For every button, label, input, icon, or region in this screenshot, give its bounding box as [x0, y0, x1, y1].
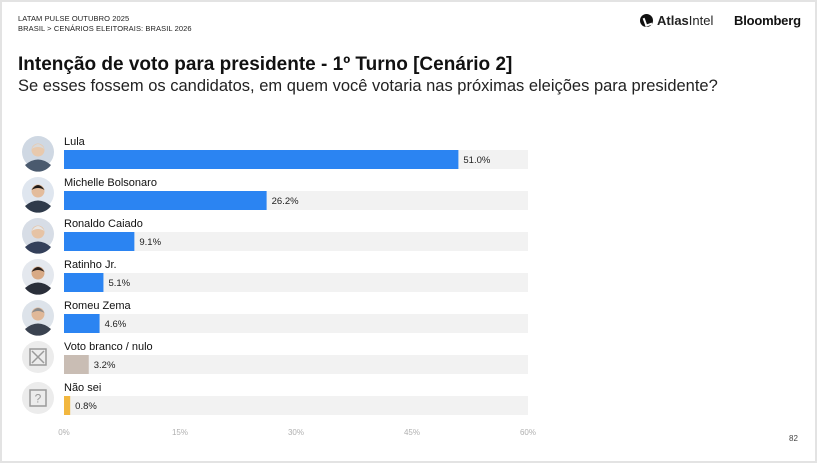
avatar-hair — [31, 185, 45, 190]
atlasintel-check-icon — [640, 14, 653, 27]
x-box-frame — [29, 348, 47, 366]
category-label: Romeu Zema — [64, 300, 132, 312]
avatar-shoulders — [25, 282, 51, 295]
avatar-shoulders — [25, 241, 51, 254]
bar — [64, 150, 459, 169]
bloomberg-logo: Bloomberg — [734, 13, 801, 28]
data-label: 26.2% — [272, 196, 299, 207]
x-mark — [31, 350, 45, 364]
bar — [64, 273, 104, 292]
x-tick-label: 30% — [288, 428, 304, 437]
x-box-icon — [22, 341, 54, 373]
category-label: Ronaldo Caiado — [64, 218, 143, 230]
avatar-hair — [31, 267, 45, 272]
michelle-bolsonaro-avatar — [22, 177, 54, 213]
x-tick-label: 15% — [172, 428, 188, 437]
category-label: Michelle Bolsonaro — [64, 177, 157, 189]
bar-track — [64, 314, 528, 333]
bar-track — [64, 396, 528, 415]
atlasintel-logo-light: Intel — [688, 13, 714, 28]
atlasintel-logo-bold: Atlas — [657, 13, 689, 28]
category-label: Lula — [64, 136, 86, 148]
bar — [64, 191, 267, 210]
bar — [64, 314, 100, 333]
bar — [64, 396, 71, 415]
bar-track — [64, 355, 528, 374]
lula-avatar — [22, 136, 54, 172]
category-label: Ratinho Jr. — [64, 259, 117, 271]
avatar-shoulders — [25, 200, 51, 213]
question-box-frame — [29, 389, 47, 407]
x-tick-label: 0% — [58, 428, 70, 437]
avatar-hair — [31, 308, 45, 313]
chart-subtitle: Se esses fossem os candidatos, em quem v… — [18, 77, 718, 95]
bar — [64, 355, 89, 374]
kicker-line-2: BRASIL > CENÁRIOS ELEITORAIS: BRASIL 202… — [18, 24, 192, 33]
chart-title: Intenção de voto para presidente - 1º Tu… — [18, 54, 513, 75]
bar-track — [64, 232, 528, 251]
avatar-shoulders — [25, 323, 51, 336]
data-label: 0.8% — [75, 401, 97, 412]
report-kicker: LATAM PULSE OUTUBRO 2025 BRASIL > CENÁRI… — [18, 14, 192, 34]
kicker-line-1: LATAM PULSE OUTUBRO 2025 — [18, 14, 130, 23]
ratinho-jr-avatar — [22, 259, 54, 295]
data-label: 9.1% — [139, 237, 161, 248]
atlasintel-logo: Atlas Intel — [640, 13, 713, 28]
avatar-shoulders — [25, 159, 51, 172]
ronaldo-caiado-avatar — [22, 218, 54, 254]
data-label: 3.2% — [94, 360, 116, 371]
data-label: 4.6% — [105, 319, 127, 330]
data-label: 51.0% — [463, 155, 490, 166]
question-box-icon: ? — [22, 382, 54, 414]
avatar-hair — [31, 144, 45, 149]
romeu-zema-avatar — [22, 300, 54, 336]
category-label: Não sei — [64, 382, 101, 394]
page-number: 82 — [789, 434, 798, 443]
question-mark: ? — [35, 392, 42, 406]
x-tick-label: 45% — [404, 428, 420, 437]
bar-track — [64, 273, 528, 292]
category-label: Voto branco / nulo — [64, 341, 153, 353]
bar — [64, 232, 135, 251]
x-tick-label: 60% — [520, 428, 536, 437]
avatar-hair — [31, 226, 45, 231]
data-label: 5.1% — [108, 278, 130, 289]
